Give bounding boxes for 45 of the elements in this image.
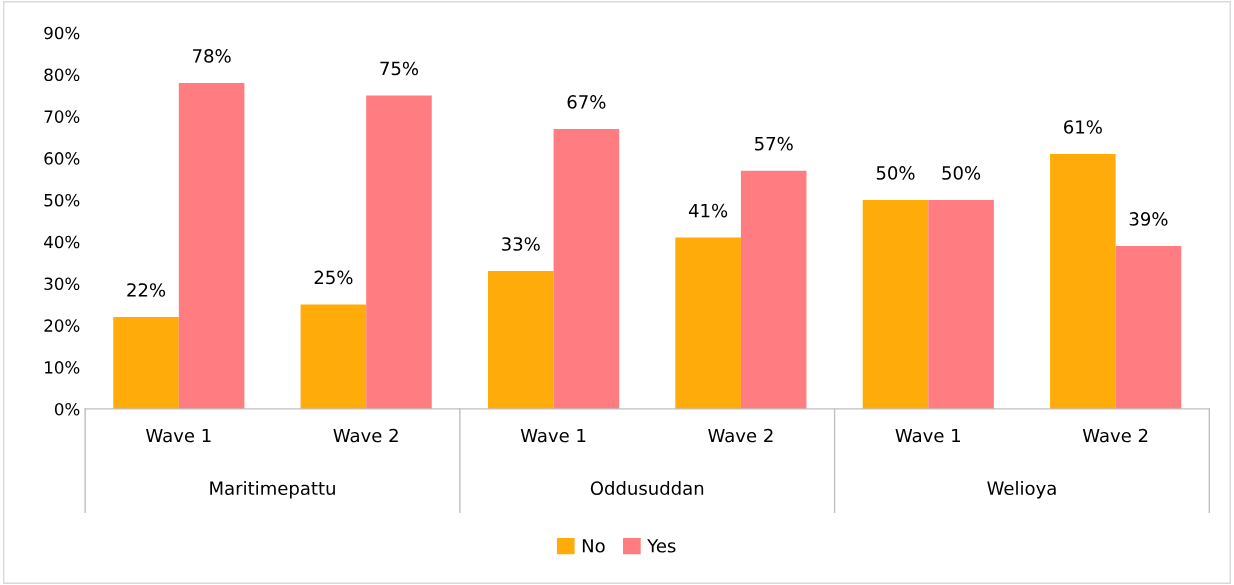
y-tick-label: 30% xyxy=(44,277,80,291)
y-tick-label: 20% xyxy=(44,319,80,332)
bar xyxy=(740,170,807,409)
legend-label: No xyxy=(582,539,605,553)
data-label: 75% xyxy=(380,61,419,76)
legend-label: Yes xyxy=(647,539,676,553)
bar xyxy=(675,237,741,409)
data-label: 57% xyxy=(755,136,793,151)
x-tick-label: Wave 1 xyxy=(146,428,211,443)
bar xyxy=(553,128,620,409)
y-tick-label: 80% xyxy=(44,68,80,82)
bar xyxy=(1050,153,1116,409)
data-label: 78% xyxy=(193,49,231,63)
y-tick-label: 60% xyxy=(44,152,80,165)
x-tick-label: Wave 2 xyxy=(333,428,398,443)
y-tick-label: 90% xyxy=(44,26,80,40)
data-label: 67% xyxy=(567,95,606,109)
x-tick-label: Wave 2 xyxy=(1082,428,1148,443)
bar xyxy=(113,316,179,409)
x-tick-label: Wave 1 xyxy=(520,428,586,443)
text: Oddusuddan xyxy=(590,481,704,496)
bar xyxy=(1115,245,1182,409)
x-tick-label: Wave 2 xyxy=(708,428,773,443)
bar xyxy=(928,199,994,409)
data-label: 50% xyxy=(942,166,981,180)
data-label: 22% xyxy=(127,283,166,297)
data-label: 41% xyxy=(688,203,728,218)
data-label: 33% xyxy=(502,237,540,251)
y-tick-label: 10% xyxy=(45,361,80,374)
y-tick-label: 50% xyxy=(44,193,80,207)
bar xyxy=(300,304,367,409)
data-label: 39% xyxy=(1129,212,1168,226)
bar xyxy=(862,199,929,409)
data-label: 50% xyxy=(876,166,915,180)
data-label: 61% xyxy=(1064,120,1102,134)
bar xyxy=(178,82,245,409)
y-tick-label: 0% xyxy=(54,402,80,416)
text: Welioya xyxy=(987,481,1056,499)
bar xyxy=(487,270,554,409)
data-label: 25% xyxy=(314,270,353,285)
y-tick-label: 70% xyxy=(44,110,80,123)
y-tick-label: 40% xyxy=(44,235,80,249)
x-tick-label: Wave 1 xyxy=(895,428,960,443)
text: Maritimepattu xyxy=(210,481,335,499)
bar xyxy=(366,95,432,409)
